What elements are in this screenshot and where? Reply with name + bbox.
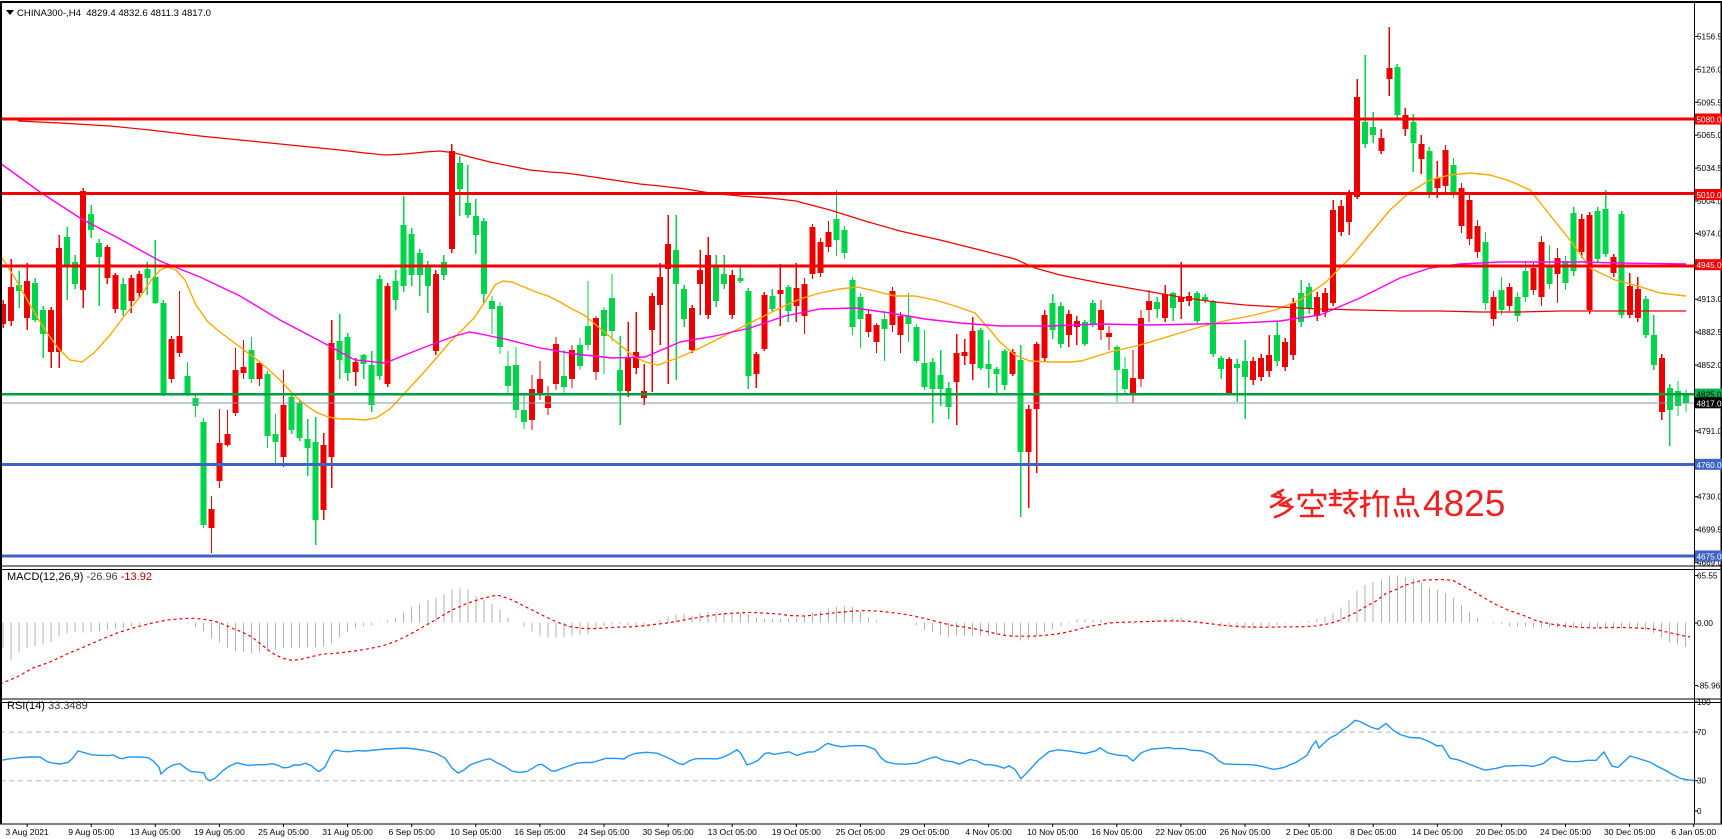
svg-text:3 Aug 2021: 3 Aug 2021	[5, 827, 49, 837]
svg-text:9 Aug 05:00: 9 Aug 05:00	[68, 827, 114, 837]
svg-text:5095.5: 5095.5	[1697, 98, 1722, 107]
svg-text:MACD(12,26,9) -26.96 -13.92: MACD(12,26,9) -26.96 -13.92	[7, 571, 152, 583]
svg-text:4669.0: 4669.0	[1697, 558, 1722, 567]
svg-text:4974.0: 4974.0	[1697, 229, 1722, 238]
svg-text:24 Dec 05:00: 24 Dec 05:00	[1540, 827, 1591, 837]
svg-text:6 Jan 05:00: 6 Jan 05:00	[1671, 827, 1716, 837]
svg-text:-85.96: -85.96	[1697, 682, 1721, 691]
svg-text:65.55: 65.55	[1697, 572, 1718, 581]
svg-text:4699.5: 4699.5	[1697, 526, 1722, 535]
svg-text:4945.0: 4945.0	[1697, 261, 1722, 270]
svg-text:70: 70	[1697, 728, 1707, 737]
svg-text:30 Dec 05:00: 30 Dec 05:00	[1604, 827, 1655, 837]
svg-text:6 Sep 05:00: 6 Sep 05:00	[389, 827, 436, 837]
svg-text:4760.0: 4760.0	[1697, 461, 1722, 470]
svg-text:10 Sep 05:00: 10 Sep 05:00	[450, 827, 501, 837]
svg-text:19 Oct 05:00: 19 Oct 05:00	[772, 827, 821, 837]
svg-text:4675.0: 4675.0	[1697, 553, 1722, 562]
svg-text:24 Sep 05:00: 24 Sep 05:00	[578, 827, 629, 837]
svg-text:26 Nov 05:00: 26 Nov 05:00	[1219, 827, 1270, 837]
svg-text:4730.0: 4730.0	[1697, 493, 1722, 502]
svg-text:5126.0: 5126.0	[1697, 65, 1722, 74]
svg-text:4882.5: 4882.5	[1697, 328, 1722, 337]
svg-text:0.00: 0.00	[1697, 619, 1713, 628]
svg-text:16 Nov 05:00: 16 Nov 05:00	[1091, 827, 1142, 837]
svg-text:4817.0: 4817.0	[1697, 399, 1722, 408]
svg-text:10 Nov 05:00: 10 Nov 05:00	[1027, 827, 1078, 837]
svg-text:25 Oct 05:00: 25 Oct 05:00	[836, 827, 885, 837]
svg-text:30: 30	[1697, 777, 1707, 786]
svg-text:13 Aug 05:00: 13 Aug 05:00	[130, 827, 181, 837]
svg-text:5004.0: 5004.0	[1697, 197, 1722, 206]
svg-text:16 Sep 05:00: 16 Sep 05:00	[514, 827, 565, 837]
svg-text:14 Dec 05:00: 14 Dec 05:00	[1412, 827, 1463, 837]
svg-text:5034.5: 5034.5	[1697, 164, 1722, 173]
svg-text:31 Aug 05:00: 31 Aug 05:00	[322, 827, 373, 837]
svg-text:25 Aug 05:00: 25 Aug 05:00	[258, 827, 309, 837]
svg-text:2 Dec 05:00: 2 Dec 05:00	[1286, 827, 1333, 837]
svg-text:5010.0: 5010.0	[1697, 191, 1722, 200]
svg-text:13 Oct 05:00: 13 Oct 05:00	[708, 827, 757, 837]
svg-text:22 Nov 05:00: 22 Nov 05:00	[1155, 827, 1206, 837]
svg-text:5065.0: 5065.0	[1697, 131, 1722, 140]
svg-text:4 Nov 05:00: 4 Nov 05:00	[965, 827, 1012, 837]
svg-text:100: 100	[1697, 698, 1711, 707]
svg-text:20 Dec 05:00: 20 Dec 05:00	[1476, 827, 1527, 837]
svg-text:4913.0: 4913.0	[1697, 295, 1722, 304]
svg-text:RSI(14) 33.3489: RSI(14) 33.3489	[7, 700, 88, 712]
svg-text:30 Sep 05:00: 30 Sep 05:00	[643, 827, 694, 837]
svg-text:4825.0: 4825.0	[1697, 391, 1722, 400]
svg-text:CHINA300-,H4 4829.4 4832.6 48: CHINA300-,H4 4829.4 4832.6 4811.3 4817.0	[17, 8, 211, 19]
svg-text:0: 0	[1697, 807, 1702, 816]
svg-text:4852.0: 4852.0	[1697, 361, 1722, 370]
svg-text:5080.0: 5080.0	[1697, 116, 1722, 125]
svg-text:5156.5: 5156.5	[1697, 33, 1722, 42]
svg-text:4791.0: 4791.0	[1697, 427, 1722, 436]
svg-text:29 Oct 05:00: 29 Oct 05:00	[900, 827, 949, 837]
svg-text:19 Aug 05:00: 19 Aug 05:00	[194, 827, 245, 837]
svg-text:8 Dec 05:00: 8 Dec 05:00	[1350, 827, 1397, 837]
svg-text:4825: 4825	[1423, 483, 1505, 524]
